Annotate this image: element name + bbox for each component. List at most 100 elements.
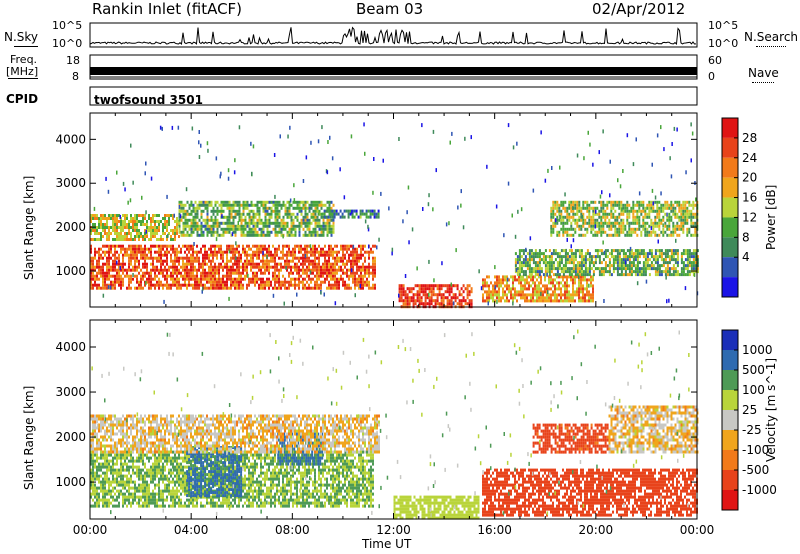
power-data-cell <box>332 262 334 266</box>
power-data-cell <box>298 283 300 287</box>
power-data-cell <box>144 232 146 235</box>
power-data-cell <box>646 258 649 262</box>
power-sparse-cell <box>285 266 287 270</box>
power-data-cell <box>662 206 665 210</box>
power-data-cell <box>210 280 212 284</box>
power-data-cell <box>206 203 209 207</box>
power-data-cell <box>186 277 188 281</box>
power-data-cell <box>240 221 243 225</box>
power-sparse-cell <box>602 129 604 134</box>
power-sparse-cell <box>633 255 636 260</box>
power-data-cell <box>184 203 187 207</box>
power-data-cell <box>240 215 243 219</box>
power-data-cell <box>202 265 204 269</box>
power-data-cell <box>614 215 617 219</box>
power-data-cell <box>240 253 242 257</box>
power-data-cell <box>156 244 158 248</box>
power-data-cell <box>375 215 378 219</box>
velocity-data-cell <box>96 471 98 475</box>
power-data-cell <box>258 200 261 204</box>
power-data-cell <box>366 250 368 254</box>
power-data-cell <box>262 280 264 284</box>
power-data-cell <box>238 283 240 287</box>
power-data-cell <box>688 209 691 213</box>
power-data-cell <box>192 244 194 248</box>
power-data-cell <box>640 209 643 213</box>
power-data-cell <box>362 277 364 281</box>
power-data-cell <box>526 264 529 268</box>
power-data-cell <box>160 271 162 275</box>
power-data-cell <box>196 215 199 219</box>
power-data-cell <box>572 270 575 274</box>
power-data-cell <box>364 274 366 278</box>
power-data-cell <box>610 212 613 216</box>
power-data-cell <box>180 256 182 260</box>
power-data-cell <box>654 221 657 225</box>
power-data-cell <box>220 280 222 284</box>
power-data-cell <box>452 284 455 288</box>
power-data-cell <box>116 271 118 275</box>
power-data-cell <box>522 270 525 274</box>
power-data-cell <box>90 220 92 223</box>
power-data-cell <box>692 203 695 207</box>
power-data-cell <box>544 284 546 288</box>
power-data-cell <box>354 253 356 257</box>
power-data-cell <box>112 280 114 284</box>
power-data-cell <box>323 212 326 216</box>
power-data-cell <box>122 268 124 272</box>
power-data-cell <box>200 221 203 225</box>
power-data-cell <box>666 233 669 237</box>
power-data-cell <box>586 284 588 288</box>
power-data-cell <box>324 259 326 263</box>
power-data-cell <box>144 244 146 248</box>
power-data-cell <box>554 200 557 204</box>
power-data-cell <box>170 256 172 260</box>
power-data-cell <box>186 256 188 260</box>
power-data-cell <box>300 262 302 266</box>
power-data-cell <box>308 283 310 287</box>
power-data-cell <box>398 287 401 291</box>
power-data-cell <box>204 244 206 248</box>
power-data-cell <box>224 250 226 254</box>
power-data-cell <box>280 268 282 272</box>
power-data-cell <box>678 233 681 237</box>
power-data-cell <box>596 267 599 271</box>
power-data-cell <box>540 287 542 291</box>
power-data-cell <box>634 273 637 277</box>
power-data-cell <box>232 200 235 204</box>
power-data-cell <box>108 247 110 251</box>
power-data-cell <box>324 253 326 257</box>
power-data-cell <box>686 233 689 237</box>
power-data-cell <box>328 253 330 257</box>
power-data-cell <box>514 278 516 282</box>
power-data-cell <box>146 235 148 238</box>
power-data-cell <box>244 206 247 210</box>
power-data-cell <box>258 212 261 216</box>
power-data-cell <box>664 267 667 271</box>
power-data-cell <box>114 268 116 272</box>
power-data-cell <box>676 215 679 219</box>
power-data-cell <box>164 277 166 281</box>
power-data-cell <box>582 224 585 228</box>
power-data-cell <box>570 275 572 279</box>
power-data-cell <box>506 293 508 297</box>
power-data-cell <box>524 299 526 303</box>
power-data-cell <box>164 265 166 269</box>
power-data-cell <box>652 230 655 234</box>
power-data-cell <box>222 233 225 237</box>
power-data-cell <box>234 259 236 263</box>
power-data-cell <box>230 209 233 213</box>
power-data-cell <box>100 223 102 226</box>
power-data-cell <box>656 258 659 262</box>
velocity-data-cell <box>106 492 108 496</box>
power-data-cell <box>514 261 517 265</box>
power-data-cell <box>162 283 164 287</box>
power-data-cell <box>248 209 251 213</box>
power-data-cell <box>150 238 152 241</box>
power-data-cell <box>556 275 558 279</box>
power-data-cell <box>348 247 350 251</box>
power-data-cell <box>331 215 334 219</box>
power-data-cell <box>250 230 253 234</box>
power-data-cell <box>368 256 370 260</box>
power-data-cell <box>466 290 469 294</box>
